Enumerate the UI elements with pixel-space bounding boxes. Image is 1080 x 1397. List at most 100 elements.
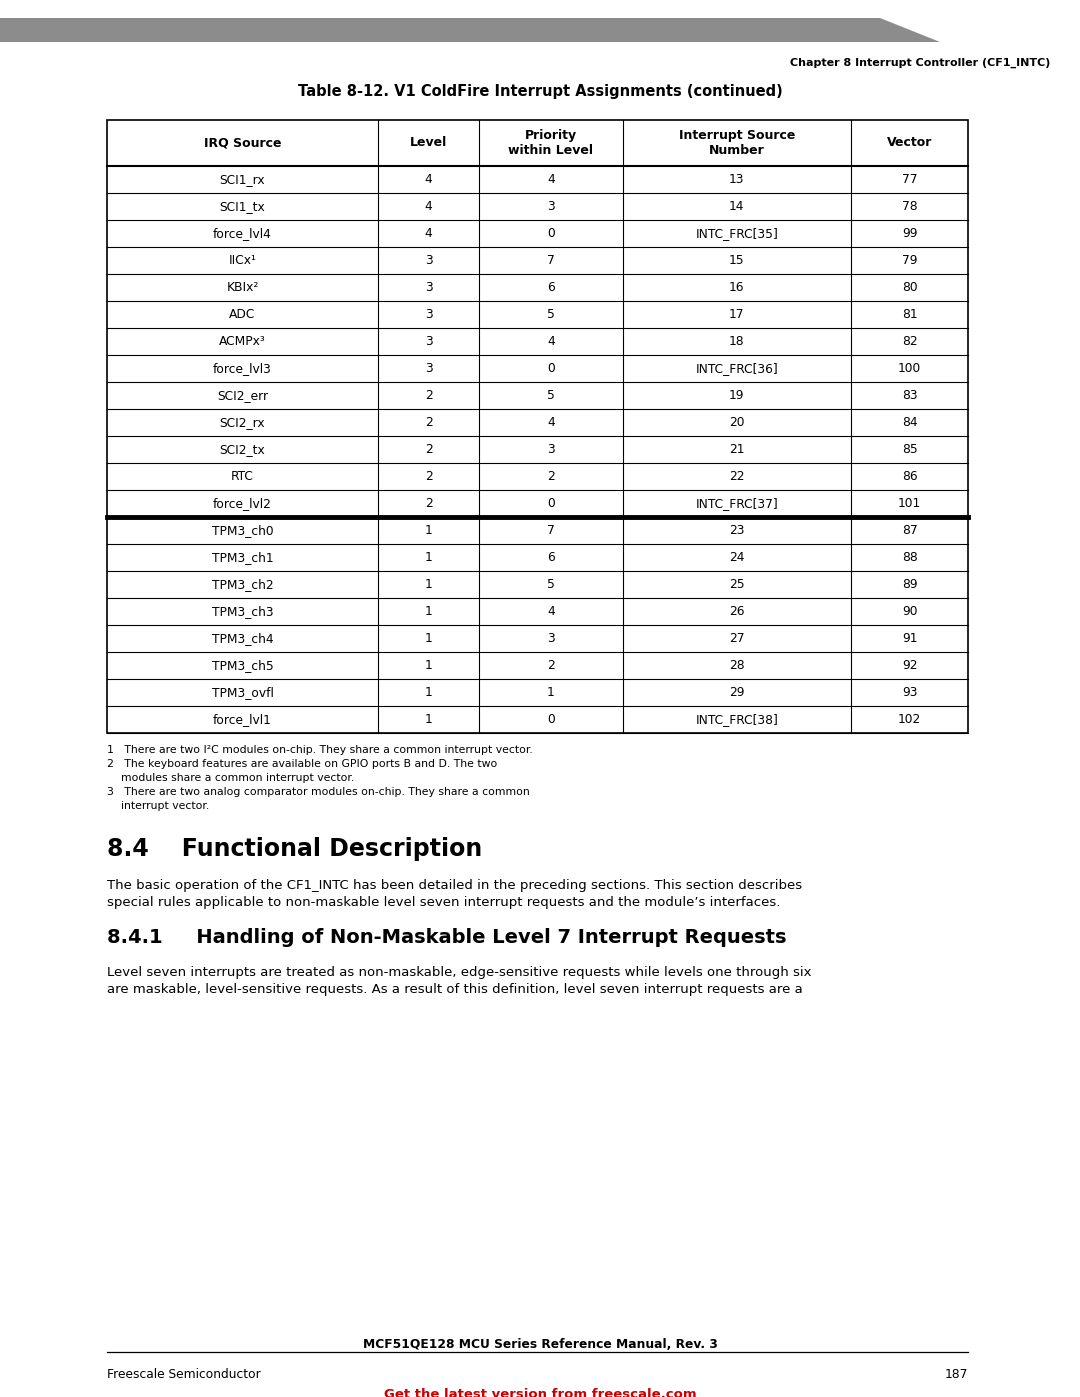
Text: Level seven interrupts are treated as non-maskable, edge-sensitive requests whil: Level seven interrupts are treated as no… — [107, 965, 811, 979]
Text: 8.4.1     Handling of Non-Maskable Level 7 Interrupt Requests: 8.4.1 Handling of Non-Maskable Level 7 I… — [107, 928, 786, 947]
Text: ACMPx³: ACMPx³ — [219, 335, 266, 348]
Text: TPM3_ch3: TPM3_ch3 — [212, 605, 273, 617]
Text: SCI1_rx: SCI1_rx — [219, 173, 266, 186]
Text: INTC_FRC[37]: INTC_FRC[37] — [696, 497, 779, 510]
Text: 89: 89 — [902, 578, 917, 591]
Text: TPM3_ch4: TPM3_ch4 — [212, 631, 273, 645]
Text: Table 8-12. V1 ColdFire Interrupt Assignments (continued): Table 8-12. V1 ColdFire Interrupt Assign… — [298, 84, 782, 99]
Text: SCI2_tx: SCI2_tx — [219, 443, 266, 455]
Text: 4: 4 — [546, 416, 555, 429]
Text: 3: 3 — [546, 443, 555, 455]
Text: 83: 83 — [902, 388, 917, 402]
Text: 17: 17 — [729, 307, 744, 321]
Text: 3   There are two analog comparator modules on-chip. They share a common: 3 There are two analog comparator module… — [107, 787, 530, 798]
Text: 92: 92 — [902, 659, 917, 672]
Text: 0: 0 — [546, 497, 555, 510]
Text: The basic operation of the CF1_INTC has been detailed in the preceding sections.: The basic operation of the CF1_INTC has … — [107, 879, 802, 893]
Text: 3: 3 — [546, 200, 555, 212]
Text: 7: 7 — [546, 524, 555, 536]
Text: INTC_FRC[36]: INTC_FRC[36] — [696, 362, 779, 374]
Text: 21: 21 — [729, 443, 744, 455]
Text: TPM3_ch1: TPM3_ch1 — [212, 550, 273, 564]
Text: 22: 22 — [729, 469, 744, 483]
Text: 8.4    Functional Description: 8.4 Functional Description — [107, 837, 483, 861]
Text: 2: 2 — [424, 416, 432, 429]
Text: Priority
within Level: Priority within Level — [509, 129, 593, 156]
Text: 28: 28 — [729, 659, 744, 672]
Text: SCI2_err: SCI2_err — [217, 388, 268, 402]
Text: TPM3_ovfl: TPM3_ovfl — [212, 686, 273, 698]
Text: Interrupt Source
Number: Interrupt Source Number — [678, 129, 795, 156]
Text: INTC_FRC[35]: INTC_FRC[35] — [696, 226, 779, 240]
Text: 14: 14 — [729, 200, 744, 212]
Text: 80: 80 — [902, 281, 917, 293]
Text: force_lvl4: force_lvl4 — [213, 226, 272, 240]
Text: 26: 26 — [729, 605, 744, 617]
Text: 2: 2 — [424, 443, 432, 455]
Text: 5: 5 — [546, 307, 555, 321]
Text: 2: 2 — [424, 388, 432, 402]
Text: force_lvl3: force_lvl3 — [213, 362, 272, 374]
Text: INTC_FRC[38]: INTC_FRC[38] — [696, 712, 779, 726]
Text: 4: 4 — [546, 335, 555, 348]
Text: IRQ Source: IRQ Source — [204, 137, 281, 149]
Text: 3: 3 — [424, 307, 432, 321]
Text: 2: 2 — [424, 469, 432, 483]
Text: TPM3_ch0: TPM3_ch0 — [212, 524, 273, 536]
Text: 3: 3 — [424, 254, 432, 267]
Text: 13: 13 — [729, 173, 744, 186]
Text: KBIx²: KBIx² — [227, 281, 258, 293]
Text: 81: 81 — [902, 307, 917, 321]
Text: 4: 4 — [424, 173, 432, 186]
Text: MCF51QE128 MCU Series Reference Manual, Rev. 3: MCF51QE128 MCU Series Reference Manual, … — [363, 1338, 717, 1351]
Text: 101: 101 — [897, 497, 921, 510]
Text: 1: 1 — [424, 578, 432, 591]
Bar — [107, 120, 968, 733]
Text: 78: 78 — [902, 200, 917, 212]
Text: 16: 16 — [729, 281, 744, 293]
Text: 19: 19 — [729, 388, 744, 402]
Text: Get the latest version from freescale.com: Get the latest version from freescale.co… — [383, 1389, 697, 1397]
Text: 4: 4 — [546, 173, 555, 186]
Text: 2: 2 — [546, 469, 555, 483]
Text: 77: 77 — [902, 173, 917, 186]
Text: RTC: RTC — [231, 469, 254, 483]
Text: 79: 79 — [902, 254, 917, 267]
Text: 2: 2 — [424, 497, 432, 510]
Text: 0: 0 — [546, 362, 555, 374]
Text: 3: 3 — [546, 631, 555, 645]
Text: 3: 3 — [424, 335, 432, 348]
Text: 18: 18 — [729, 335, 744, 348]
Text: 4: 4 — [546, 605, 555, 617]
Text: 20: 20 — [729, 416, 744, 429]
Text: modules share a common interrupt vector.: modules share a common interrupt vector. — [107, 773, 354, 782]
Text: 15: 15 — [729, 254, 744, 267]
Text: 3: 3 — [424, 281, 432, 293]
Text: 91: 91 — [902, 631, 917, 645]
Text: 1: 1 — [424, 686, 432, 698]
Text: 1: 1 — [424, 659, 432, 672]
Text: 5: 5 — [546, 578, 555, 591]
Text: 1   There are two I²C modules on-chip. They share a common interrupt vector.: 1 There are two I²C modules on-chip. The… — [107, 745, 532, 754]
Text: 5: 5 — [546, 388, 555, 402]
Text: ADC: ADC — [229, 307, 256, 321]
Text: Chapter 8 Interrupt Controller (CF1_INTC): Chapter 8 Interrupt Controller (CF1_INTC… — [789, 59, 1050, 68]
Text: 2: 2 — [546, 659, 555, 672]
Text: 1: 1 — [424, 605, 432, 617]
Text: 86: 86 — [902, 469, 917, 483]
Text: 4: 4 — [424, 226, 432, 240]
Text: IICx¹: IICx¹ — [229, 254, 256, 267]
Text: 99: 99 — [902, 226, 917, 240]
Text: interrupt vector.: interrupt vector. — [107, 800, 210, 812]
Text: 1: 1 — [424, 712, 432, 726]
Text: 7: 7 — [546, 254, 555, 267]
Text: 88: 88 — [902, 550, 917, 564]
Text: 1: 1 — [424, 550, 432, 564]
Text: SCI1_tx: SCI1_tx — [219, 200, 266, 212]
Text: Freescale Semiconductor: Freescale Semiconductor — [107, 1368, 260, 1382]
Text: 1: 1 — [424, 631, 432, 645]
Text: 6: 6 — [546, 281, 555, 293]
Text: 4: 4 — [424, 200, 432, 212]
Text: 93: 93 — [902, 686, 917, 698]
Text: 0: 0 — [546, 226, 555, 240]
